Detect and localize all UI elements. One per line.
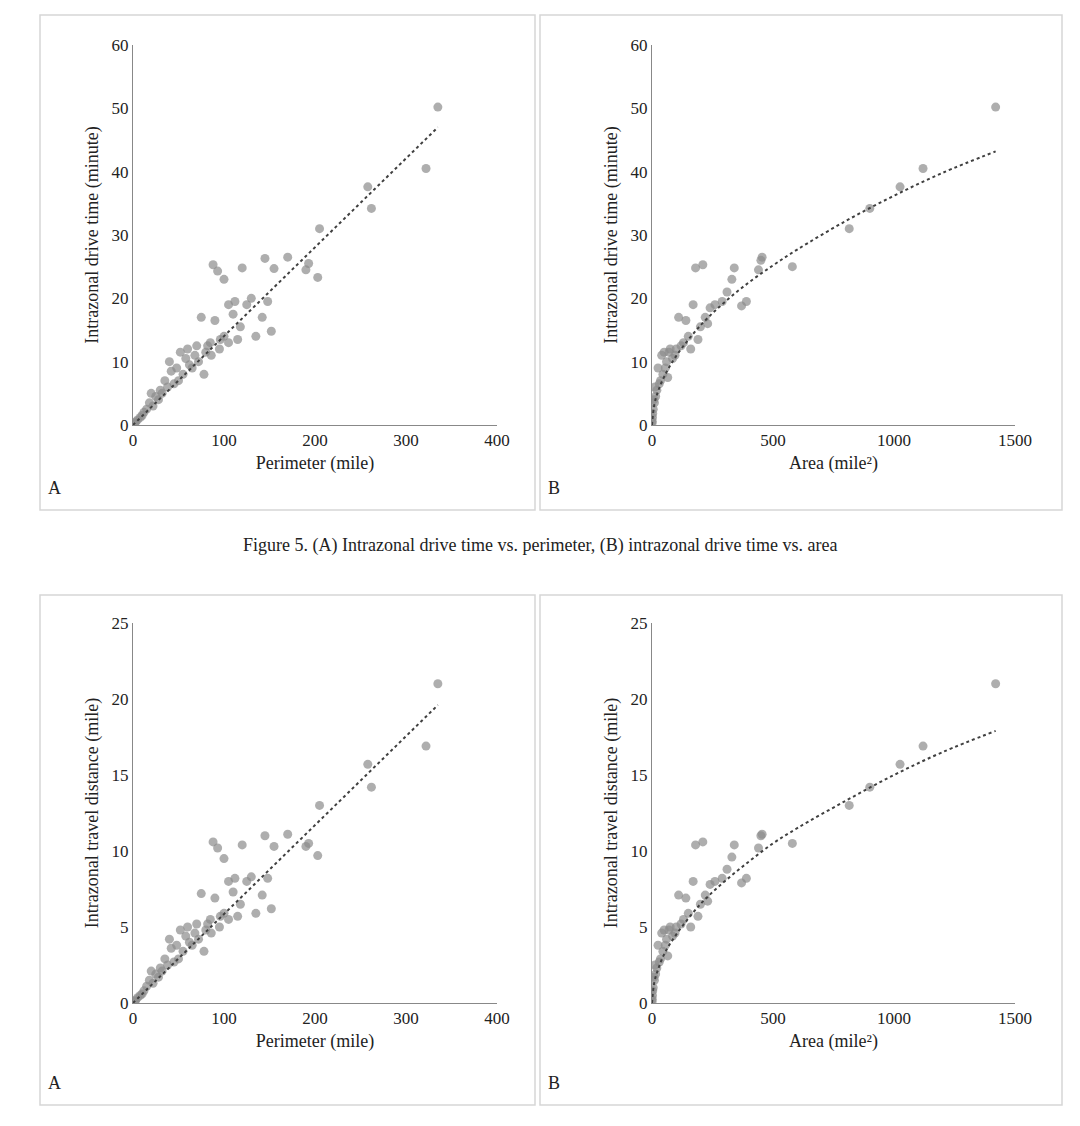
svg-text:0: 0 [129, 431, 138, 450]
svg-text:300: 300 [393, 1009, 419, 1028]
svg-text:60: 60 [112, 36, 129, 55]
svg-text:20: 20 [112, 289, 129, 308]
svg-text:Area (mile²): Area (mile²) [789, 1031, 878, 1052]
svg-text:20: 20 [631, 690, 648, 709]
svg-text:10: 10 [112, 353, 129, 372]
svg-text:B: B [548, 478, 560, 498]
svg-text:B: B [548, 1073, 560, 1093]
svg-text:400: 400 [484, 431, 510, 450]
svg-text:1000: 1000 [877, 1009, 911, 1028]
svg-text:0: 0 [648, 1009, 657, 1028]
svg-text:Intrazonal travel distance (mi: Intrazonal travel distance (mile) [82, 698, 103, 928]
svg-text:40: 40 [112, 163, 129, 182]
svg-text:0: 0 [120, 416, 129, 435]
svg-text:200: 200 [302, 431, 328, 450]
svg-text:20: 20 [631, 289, 648, 308]
svg-text:0: 0 [648, 431, 657, 450]
svg-text:Area (mile²): Area (mile²) [789, 453, 878, 474]
svg-text:Figure 5. (A) Intrazonal drive: Figure 5. (A) Intrazonal drive time vs. … [243, 535, 838, 556]
svg-text:15: 15 [112, 766, 129, 785]
svg-text:300: 300 [393, 431, 419, 450]
svg-text:100: 100 [211, 431, 237, 450]
svg-text:0: 0 [639, 994, 648, 1013]
svg-text:A: A [48, 1073, 61, 1093]
svg-text:30: 30 [112, 226, 129, 245]
svg-text:40: 40 [631, 163, 648, 182]
svg-text:60: 60 [631, 36, 648, 55]
svg-text:25: 25 [112, 614, 129, 633]
svg-text:5: 5 [120, 918, 129, 937]
svg-text:Perimeter (mile): Perimeter (mile) [256, 1031, 374, 1052]
svg-text:50: 50 [631, 99, 648, 118]
svg-text:Intrazonal travel distance (mi: Intrazonal travel distance (mile) [601, 698, 622, 928]
svg-text:1500: 1500 [998, 1009, 1032, 1028]
svg-text:A: A [48, 478, 61, 498]
svg-text:0: 0 [639, 416, 648, 435]
svg-text:10: 10 [631, 842, 648, 861]
svg-text:0: 0 [129, 1009, 138, 1028]
svg-text:30: 30 [631, 226, 648, 245]
svg-text:100: 100 [211, 1009, 237, 1028]
svg-text:0: 0 [120, 994, 129, 1013]
svg-text:50: 50 [112, 99, 129, 118]
svg-text:25: 25 [631, 614, 648, 633]
svg-text:500: 500 [760, 431, 786, 450]
svg-text:5: 5 [639, 918, 648, 937]
svg-text:1500: 1500 [998, 431, 1032, 450]
svg-text:1000: 1000 [877, 431, 911, 450]
svg-text:Intrazonal drive time (minute): Intrazonal drive time (minute) [601, 126, 622, 343]
svg-text:15: 15 [631, 766, 648, 785]
svg-text:Intrazonal drive time (minute): Intrazonal drive time (minute) [82, 126, 103, 343]
svg-text:10: 10 [631, 353, 648, 372]
svg-text:500: 500 [760, 1009, 786, 1028]
svg-text:200: 200 [302, 1009, 328, 1028]
svg-text:20: 20 [112, 690, 129, 709]
svg-text:10: 10 [112, 842, 129, 861]
svg-text:Perimeter (mile): Perimeter (mile) [256, 453, 374, 474]
svg-text:400: 400 [484, 1009, 510, 1028]
